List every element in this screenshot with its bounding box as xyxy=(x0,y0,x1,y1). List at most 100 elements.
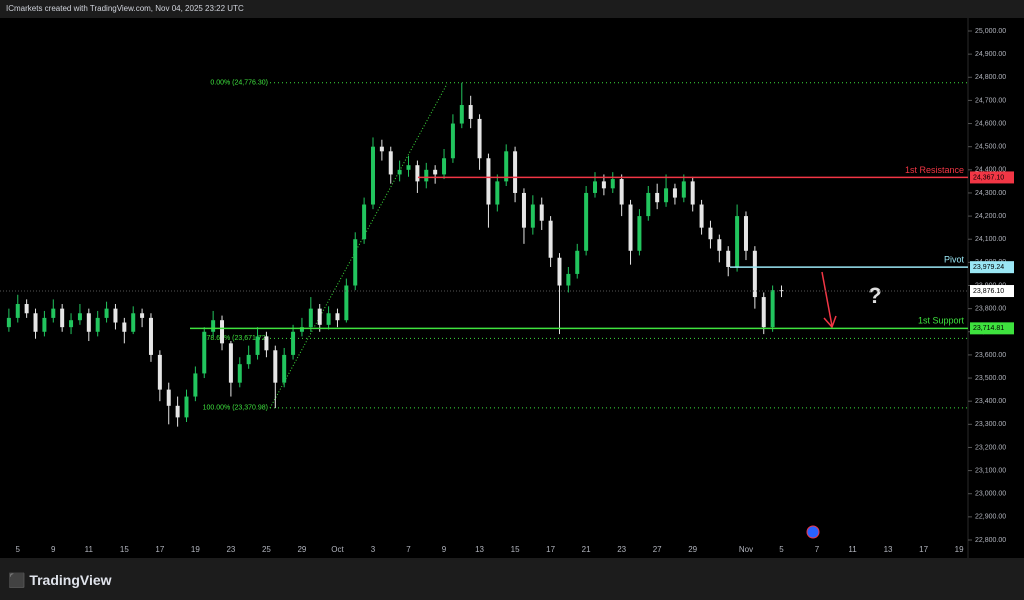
candle-body xyxy=(15,304,20,318)
candle-body xyxy=(397,169,402,175)
candle-body xyxy=(379,146,384,152)
y-tick-label: 23,500.00 xyxy=(975,375,1006,382)
candle-body xyxy=(584,192,589,251)
pane xyxy=(0,18,968,558)
x-tick-label: 29 xyxy=(688,545,697,554)
x-tick-label: 9 xyxy=(51,545,56,554)
candle-body xyxy=(521,192,526,228)
candle-body xyxy=(202,331,207,374)
candle-body xyxy=(681,181,686,198)
candle-body xyxy=(211,320,216,332)
candle-body xyxy=(362,204,367,240)
candle-body xyxy=(291,331,296,355)
candle-body xyxy=(388,151,393,175)
y-tick-label: 24,100.00 xyxy=(975,236,1006,243)
candle-body xyxy=(539,204,544,221)
x-tick-label: 15 xyxy=(511,545,520,554)
candle-body xyxy=(113,308,118,323)
x-tick-label: 9 xyxy=(442,545,447,554)
candle-body xyxy=(575,250,580,274)
header: ICmarkets created with TradingView.com, … xyxy=(6,4,244,13)
last-price-label: 23,876.10 xyxy=(973,288,1004,295)
candle-body xyxy=(60,308,65,328)
y-tick-label: 23,000.00 xyxy=(975,491,1006,498)
candle-body xyxy=(468,105,473,119)
x-tick-label: 7 xyxy=(815,545,820,554)
candle-body xyxy=(353,239,358,286)
arrow xyxy=(821,271,833,327)
x-tick-label: 29 xyxy=(297,545,306,554)
candle-body xyxy=(672,188,677,198)
candle-body xyxy=(6,317,11,328)
x-tick-label: 19 xyxy=(191,545,200,554)
candle-body xyxy=(157,354,162,390)
candle-body xyxy=(593,181,598,193)
level-tag-label: 23,714.81 xyxy=(973,325,1004,332)
candle-body xyxy=(86,313,91,332)
y-tick-label: 23,400.00 xyxy=(975,398,1006,405)
candle-body xyxy=(513,151,518,193)
candle-body xyxy=(601,181,606,189)
candle-body xyxy=(77,313,82,321)
y-tick-label: 24,600.00 xyxy=(975,120,1006,127)
candle-body xyxy=(299,327,304,332)
candle-body xyxy=(122,322,127,332)
candle-body xyxy=(415,165,420,182)
candle-body xyxy=(317,308,322,325)
candle-body xyxy=(308,308,313,328)
x-tick-label: 11 xyxy=(85,545,94,554)
last-price-tag xyxy=(970,285,1014,298)
y-tick-label: 24,500.00 xyxy=(975,144,1006,151)
candle-body xyxy=(442,158,447,175)
candle-body xyxy=(69,320,74,328)
x-tick-label: 25 xyxy=(262,545,271,554)
candle-body xyxy=(273,350,278,383)
candle-body xyxy=(140,313,145,318)
candle-body xyxy=(148,317,153,355)
brand: ⬛ TradingView xyxy=(8,572,112,588)
x-tick-label: 7 xyxy=(406,545,411,554)
y-tick-label: 23,300.00 xyxy=(975,421,1006,428)
level-tag xyxy=(970,171,1014,184)
question-mark: ? xyxy=(868,283,881,308)
candle-body xyxy=(193,373,198,397)
candle-body xyxy=(761,297,766,328)
candle-body xyxy=(246,354,251,365)
candle-body xyxy=(424,169,429,182)
x-tick-label: 13 xyxy=(884,545,893,554)
candle-body xyxy=(770,290,775,328)
x-tick-label: 23 xyxy=(617,545,626,554)
candle-body xyxy=(699,204,704,228)
candle-body xyxy=(619,179,624,205)
x-tick-label: 17 xyxy=(919,545,928,554)
candle-body xyxy=(406,165,411,170)
candle-body xyxy=(726,250,731,267)
y-tick-label: 24,200.00 xyxy=(975,213,1006,220)
candle-body xyxy=(708,227,713,240)
candle-body xyxy=(33,313,38,332)
y-tick-label: 22,800.00 xyxy=(975,537,1006,544)
y-tick-label: 24,800.00 xyxy=(975,74,1006,81)
candle-body xyxy=(690,181,695,205)
y-tick-label: 25,000.00 xyxy=(975,28,1006,35)
level-name: 1st Resistance xyxy=(905,165,964,175)
candle-body xyxy=(237,364,242,383)
candle-body xyxy=(655,192,660,203)
candle-body xyxy=(220,320,225,344)
candle-body xyxy=(557,257,562,286)
candle-body xyxy=(664,188,669,203)
level-tag xyxy=(970,322,1014,335)
candle-body xyxy=(477,118,482,159)
candle-body xyxy=(735,216,740,267)
candle-body xyxy=(548,220,553,258)
candle-body xyxy=(646,192,651,217)
candle-body xyxy=(433,169,438,175)
fib-label: 100.00% (23,370.98) xyxy=(203,405,268,412)
candle-body xyxy=(717,239,722,251)
event-icon xyxy=(806,525,820,539)
level-tag xyxy=(970,261,1014,274)
y-tick-label: 23,200.00 xyxy=(975,444,1006,451)
x-tick-label: 17 xyxy=(155,545,164,554)
candle-body xyxy=(459,105,464,124)
